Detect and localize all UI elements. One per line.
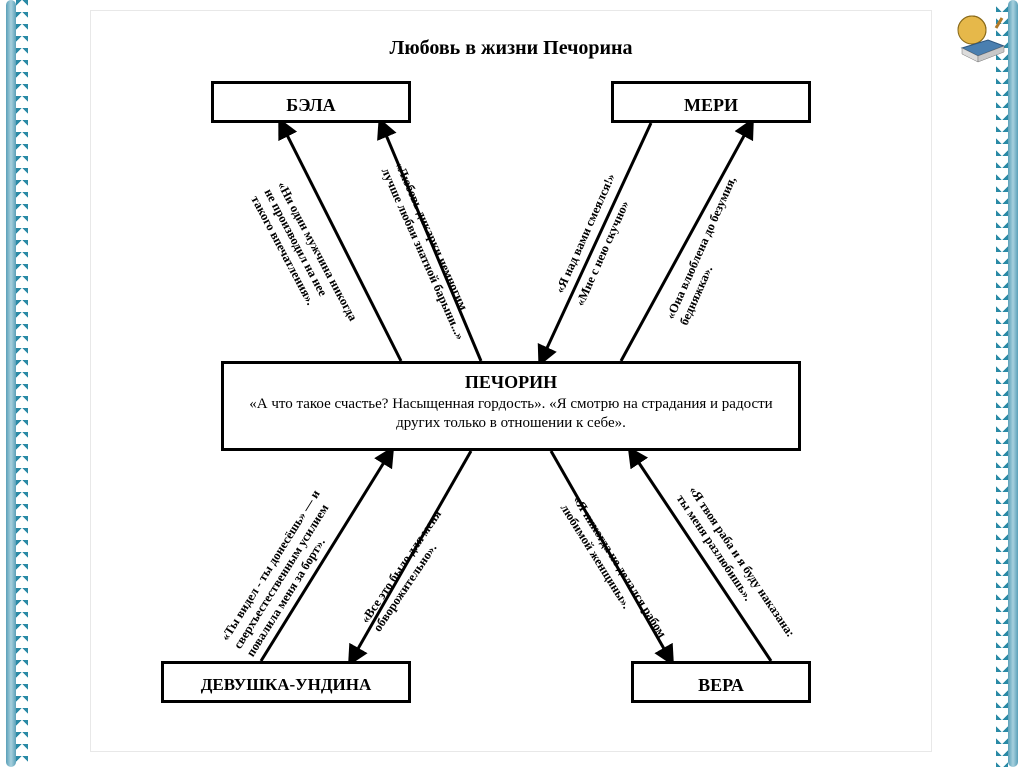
left-border-zigzag [16,0,28,767]
edge-label-vera_in: «Я твоя раба и я буду наказана:ты меня р… [673,484,798,649]
diagram-title: Любовь в жизни Печорина [91,37,931,60]
node-pechorin-title: ПЕЧОРИН [236,372,786,393]
node-bela: БЭЛА [211,81,411,123]
edge-label-undina_out: «Ты видел - ты донесёшь» — исверхъестест… [218,487,349,659]
edge-label-bela_out: «Ни один мужчина никогдане производил на… [247,179,360,337]
edge-label-bela_in: «Любовь дикарки немногимлучше любви знат… [378,160,481,343]
globe-book-icon [942,8,1012,68]
node-meri-label: МЕРИ [684,95,738,115]
node-vera-label: ВЕРА [698,675,744,695]
edge-label-undina_in: «Все это было для меняобворожительно». [358,507,457,634]
right-border-bar [1008,0,1018,767]
node-undina-label: ДЕВУШКА-УНДИНА [201,675,372,694]
left-border-bar [6,0,16,767]
arrow-from-meri-left [541,123,651,361]
diagram-canvas: Любовь в жизни Печорина БЭЛА МЕРИ ДЕВУШК… [90,10,932,752]
node-pechorin-text: «А что такое счастье? Насыщенная гордост… [236,395,786,433]
right-border-zigzag [996,0,1008,767]
node-meri: МЕРИ [611,81,811,123]
node-bela-label: БЭЛА [286,95,335,115]
slide-root: Любовь в жизни Печорина БЭЛА МЕРИ ДЕВУШК… [0,0,1024,767]
edge-label-vera_out: «Я никогда не делался рабомлюбимой женщи… [557,493,669,648]
node-vera: ВЕРА [631,661,811,703]
node-undina: ДЕВУШКА-УНДИНА [161,661,411,703]
left-border-decor [6,0,28,767]
node-pechorin: ПЕЧОРИН «А что такое счастье? Насыщенная… [221,361,801,451]
right-border-decor [996,0,1018,767]
edge-label-meri_in: «Она влюблена до безумия,бедняжка». [663,174,753,327]
